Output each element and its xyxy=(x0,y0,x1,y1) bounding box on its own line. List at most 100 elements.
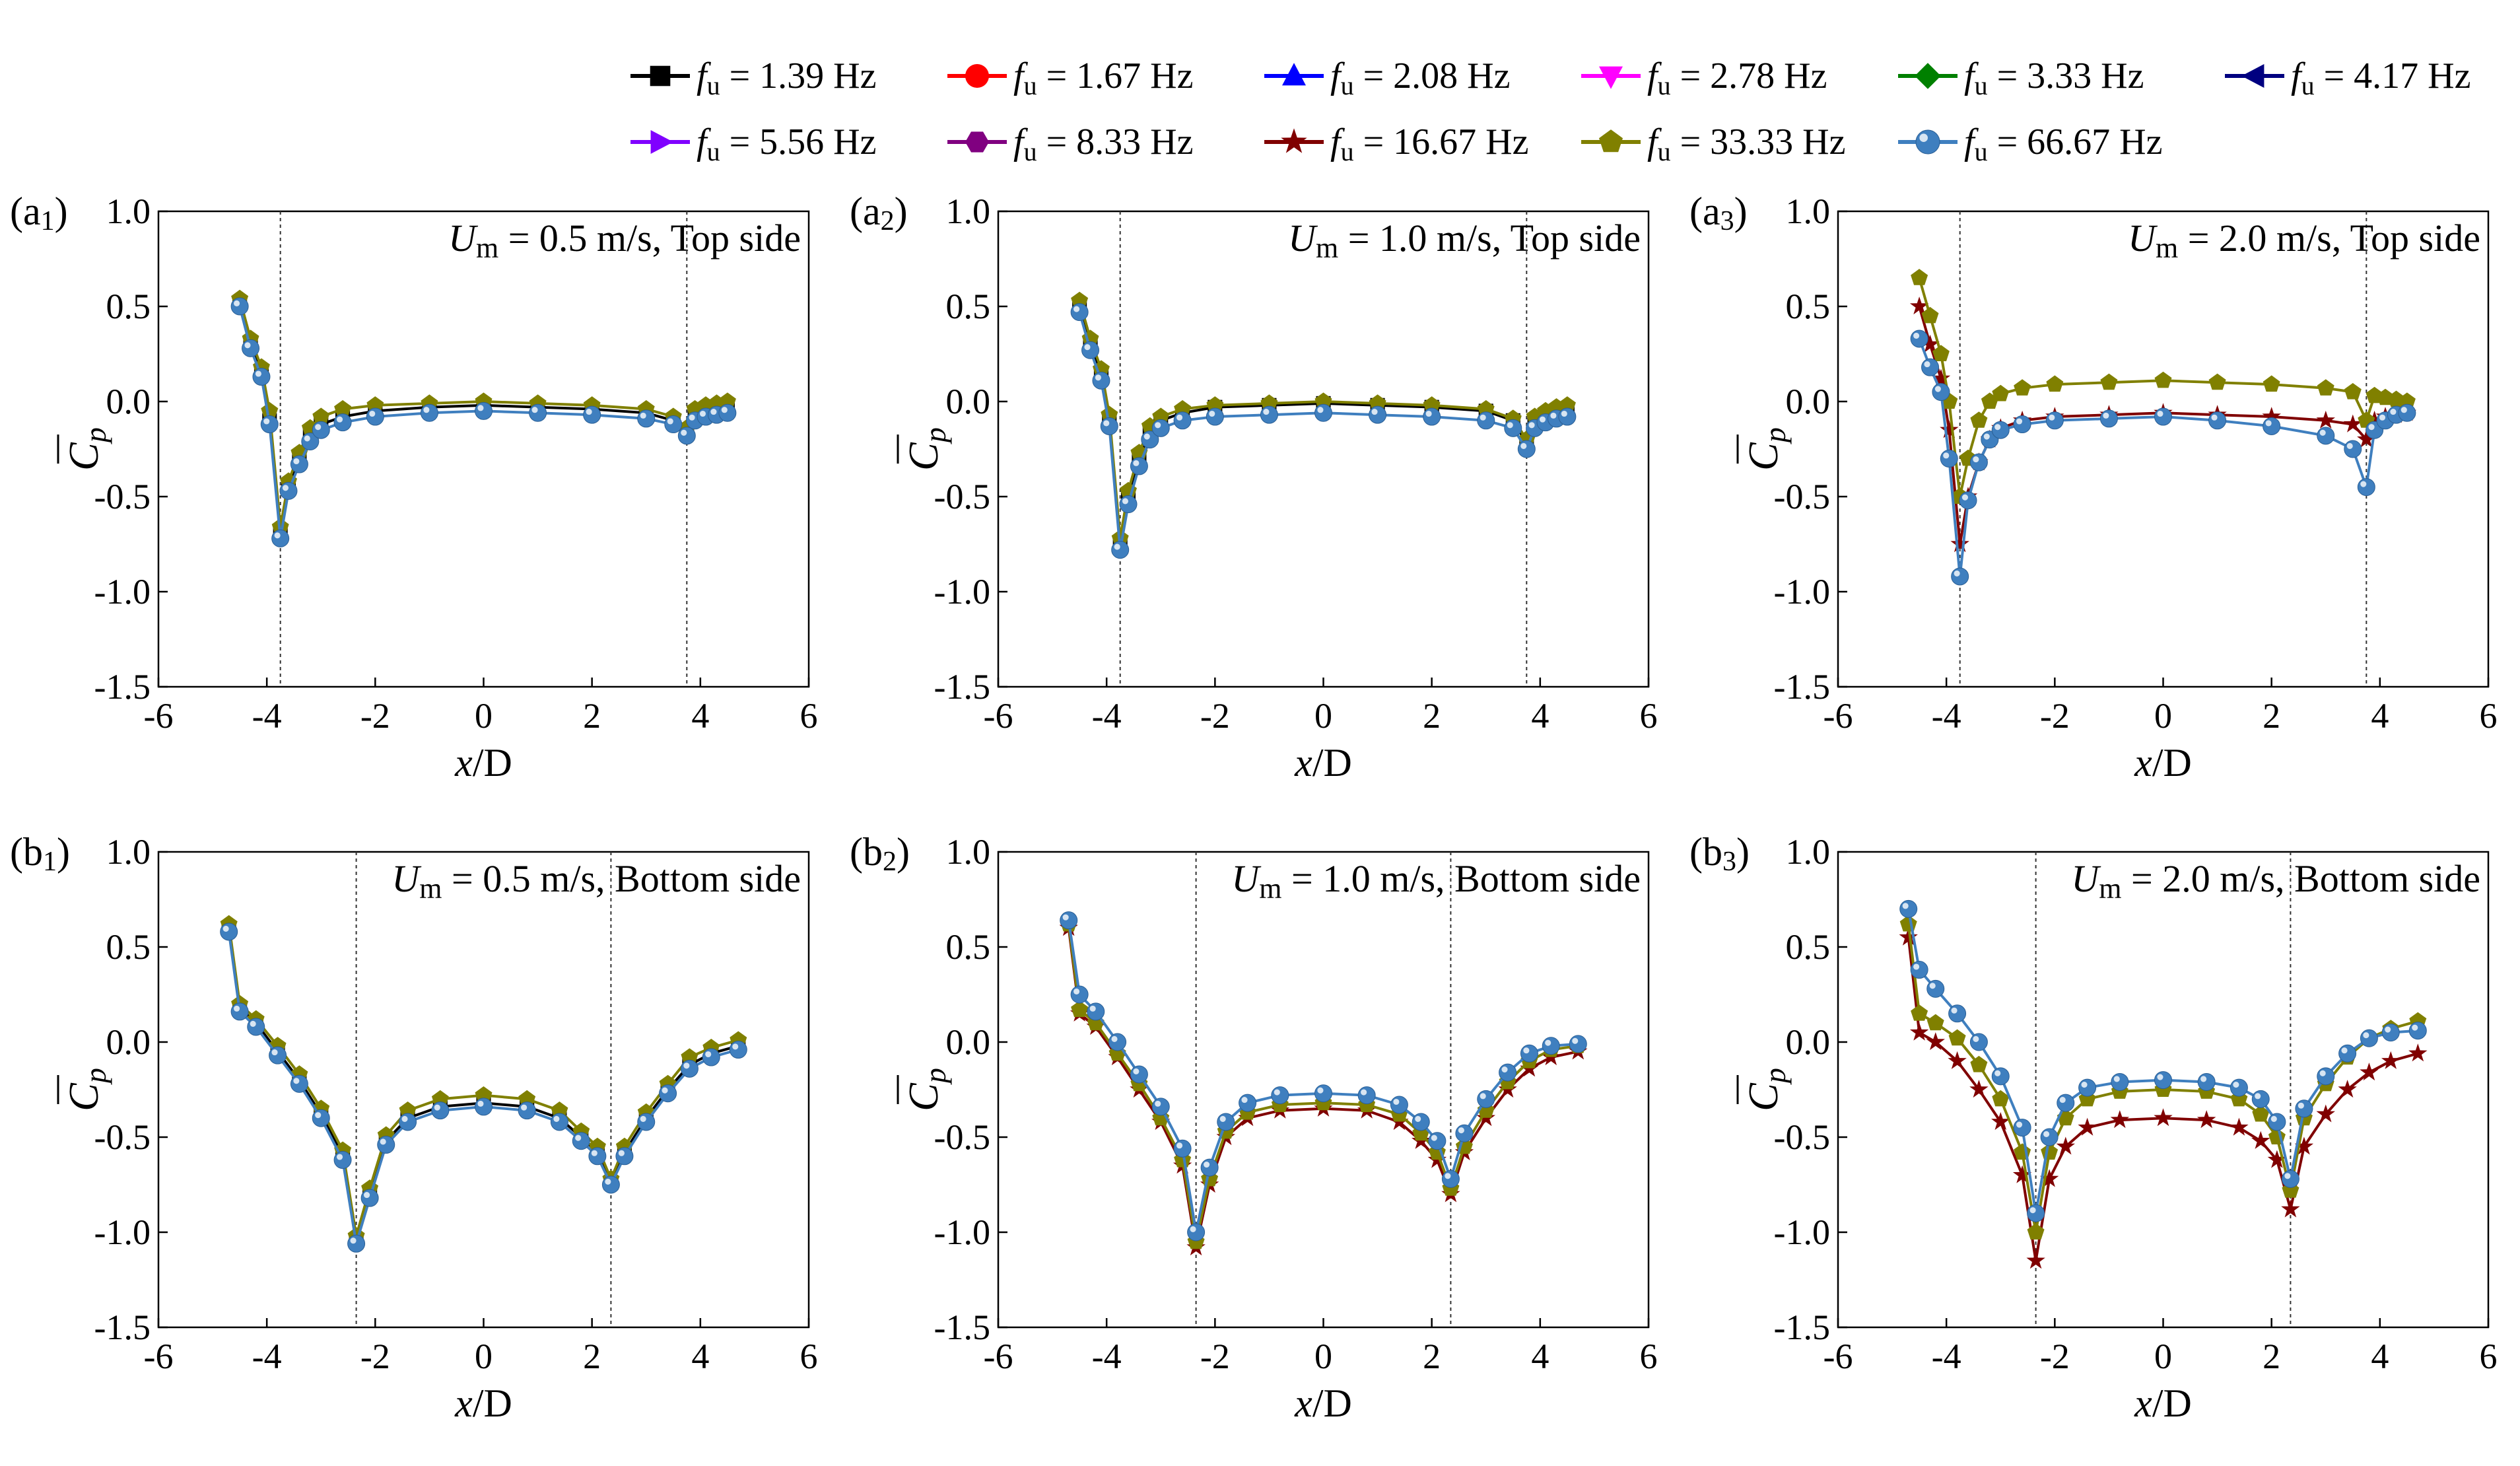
data-point-a2-2-13 xyxy=(1369,394,1386,411)
data-point-a2-3-15 xyxy=(1477,411,1495,430)
legend-entry-10: fu = 33.33 Hz xyxy=(1581,122,1845,166)
data-point-a2-3-3 xyxy=(1100,417,1118,435)
panel-label-b2: (b2) xyxy=(850,830,910,877)
x-tick-label-a2-4: 2 xyxy=(1423,696,1441,736)
data-point-b2-3-19 xyxy=(1477,1090,1495,1108)
y-tick-label-a1-4: 0.5 xyxy=(106,287,151,326)
data-point-a1-3-0-highlight xyxy=(234,300,240,306)
data-point-a2-3-21-highlight xyxy=(1561,410,1567,417)
data-point-b1-3-17-highlight xyxy=(605,1178,611,1185)
data-point-b2-3-13-highlight xyxy=(1361,1089,1367,1096)
data-point-b2-3-22 xyxy=(1542,1037,1560,1055)
data-point-b3-1-7 xyxy=(2026,1251,2045,1269)
chart-panel-b1: (b1) -6 -4 -2 0 2 4 6 -1.5 -1.0 -0.5 0.0 0.5 1.0 x/D Cp… xyxy=(10,830,818,1425)
data-point-b3-3-23-highlight xyxy=(2412,1024,2418,1031)
data-point-b3-1-3 xyxy=(1948,1051,1967,1069)
data-point-a2-3-11-highlight xyxy=(1263,409,1270,415)
x-tick-label-b1-0: -6 xyxy=(144,1337,174,1376)
data-point-a1-3-5 xyxy=(279,481,298,500)
x-tick-label-b1-4: 2 xyxy=(583,1337,601,1376)
y-tick-label-b3-3: 0.0 xyxy=(1786,1022,1831,1062)
data-point-b3-1-1 xyxy=(1909,1022,1929,1041)
data-point-b3-3-14-highlight xyxy=(2233,1082,2239,1088)
data-point-b1-3-18-highlight xyxy=(618,1150,625,1156)
data-point-b1-3-0-highlight xyxy=(222,925,229,932)
data-point-a3-3-20-highlight xyxy=(2390,409,2397,415)
legend-entry-5: fu = 3.33 Hz xyxy=(1898,55,2144,100)
data-point-b3-3-1 xyxy=(1910,961,1928,979)
data-point-a2-2-12 xyxy=(1314,392,1332,409)
data-point-a2-3-16-highlight xyxy=(1507,422,1513,429)
data-point-a1-3-1 xyxy=(242,339,260,357)
data-point-a3-3-14-highlight xyxy=(2265,420,2272,427)
data-point-a3-2-0 xyxy=(1911,269,1928,285)
data-point-a1-3-7-highlight xyxy=(304,435,310,442)
panel-label-b1: (b1) xyxy=(10,830,70,877)
data-point-a1-3-12 xyxy=(475,401,493,420)
x-tick-label-b1-6: 6 xyxy=(800,1337,818,1376)
y-tick-label-a1-3: 0.0 xyxy=(106,382,151,421)
y-tick-label-b2-1: -1.0 xyxy=(934,1212,990,1252)
data-point-b3-1-5 xyxy=(1991,1112,2010,1131)
data-point-b3-3-18-highlight xyxy=(2298,1102,2304,1109)
panel-label-b3: (b3) xyxy=(1689,830,1750,877)
data-point-a1-3-9-highlight xyxy=(336,416,343,423)
data-point-b3-2-15 xyxy=(2252,1105,2270,1122)
data-point-b2-3-3-highlight xyxy=(1111,1035,1118,1042)
data-point-b2-3-12-highlight xyxy=(1317,1087,1324,1094)
data-point-a3-3-1-highlight xyxy=(1924,361,1930,368)
data-point-b1-3-2-highlight xyxy=(250,1020,256,1027)
data-point-b1-2-13 xyxy=(518,1090,536,1107)
data-point-b3-3-10-highlight xyxy=(2081,1082,2088,1088)
data-point-b1-3-15 xyxy=(572,1132,590,1150)
data-point-a3-3-11 xyxy=(2099,409,2118,428)
data-point-b1-3-8-highlight xyxy=(364,1192,370,1199)
series-b3-3 xyxy=(1899,899,2427,1222)
data-point-a2-3-3-highlight xyxy=(1103,420,1110,427)
data-point-a3-1-2 xyxy=(1931,368,1951,387)
data-point-a1-3-3-highlight xyxy=(263,418,270,425)
chart-panel-a2: (a2) -6 -4 -2 0 2 4 6 -1.5 -1.0 -0.5 0.0 0.5 1.0 x/D Cp… xyxy=(850,190,1658,785)
y-tick-label-a3-1: -1.0 xyxy=(1774,572,1830,611)
data-point-b3-3-17 xyxy=(2281,1169,2299,1188)
legend-marker-4 xyxy=(1599,66,1623,89)
y-tick-label-a1-5: 1.0 xyxy=(106,192,151,231)
y-tick-label-b2-3: 0.0 xyxy=(946,1022,991,1062)
data-point-b3-1-14 xyxy=(2230,1117,2249,1136)
data-point-b3-2-1 xyxy=(1911,1004,1928,1021)
data-point-a2-3-12 xyxy=(1314,403,1332,422)
data-point-b1-3-22 xyxy=(702,1048,720,1066)
data-point-a3-3-12-highlight xyxy=(2157,410,2163,417)
x-tick-label-a3-4: 2 xyxy=(2263,696,2280,736)
data-point-b2-3-1-highlight xyxy=(1073,988,1080,995)
data-point-a2-3-18-highlight xyxy=(1528,422,1535,429)
x-tick-label-b3-1: -4 xyxy=(1932,1337,1961,1376)
data-point-a2-3-13-highlight xyxy=(1371,409,1378,415)
x-tick-label-a1-3: 0 xyxy=(475,696,493,736)
data-point-b1-2-21 xyxy=(681,1048,698,1065)
data-point-a1-3-3 xyxy=(260,415,279,434)
data-point-a3-3-1 xyxy=(1921,358,1940,376)
data-point-a2-3-17 xyxy=(1517,440,1536,458)
data-point-b3-3-11-highlight xyxy=(2113,1076,2120,1082)
data-point-b2-3-15 xyxy=(1412,1113,1430,1131)
data-point-a2-3-10-highlight xyxy=(1209,410,1215,417)
x-tick-label-a3-6: 6 xyxy=(2480,696,2498,736)
data-point-b3-1-6 xyxy=(2012,1165,2032,1183)
x-tick-label-b2-5: 4 xyxy=(1531,1337,1549,1376)
data-point-b2-3-7 xyxy=(1187,1223,1206,1241)
x-tick-label-a1-4: 2 xyxy=(583,696,601,736)
data-point-a1-2-8 xyxy=(312,407,330,425)
y-tick-label-b1-0: -1.5 xyxy=(94,1308,151,1347)
y-tick-label-b2-4: 0.5 xyxy=(946,927,991,967)
data-point-a1-3-20-highlight xyxy=(710,409,717,415)
series-line-a3-2 xyxy=(1918,277,2408,497)
data-point-a1-3-17-highlight xyxy=(681,429,687,436)
data-point-b1-3-11 xyxy=(431,1101,450,1120)
x-tick-label-a3-2: -2 xyxy=(2040,696,2070,736)
data-point-b1-3-16-highlight xyxy=(591,1150,597,1156)
data-point-b2-3-22-highlight xyxy=(1545,1039,1551,1046)
x-tick-label-a2-2: -2 xyxy=(1200,696,1230,736)
data-point-a3-3-3 xyxy=(1940,449,1958,468)
data-point-b3-3-0 xyxy=(1899,899,1918,918)
